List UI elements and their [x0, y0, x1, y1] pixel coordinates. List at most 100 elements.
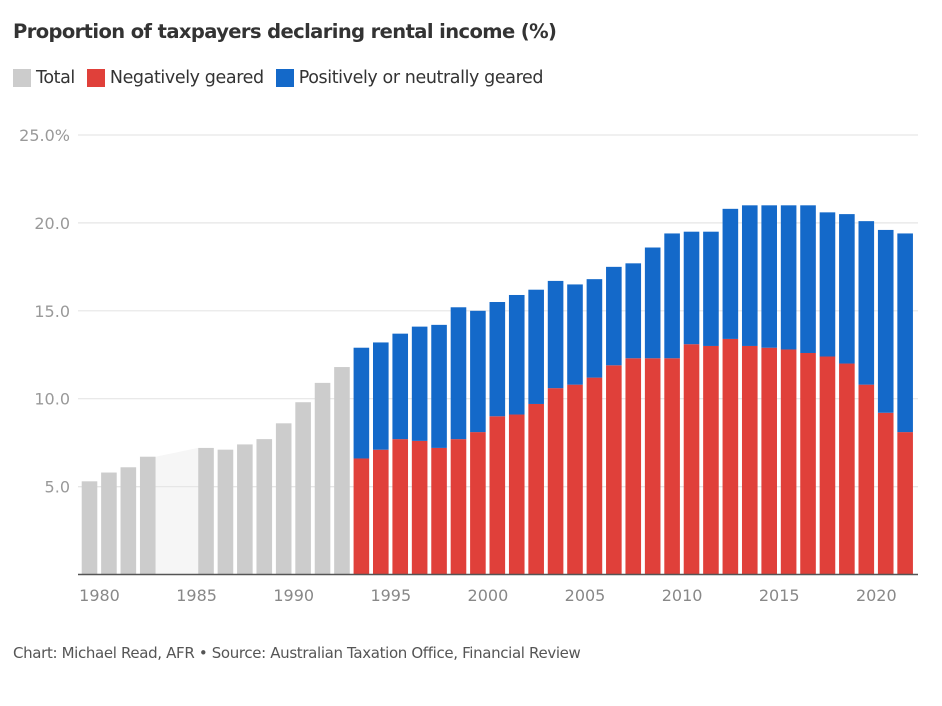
- legend-item-negatively-geared: Negatively geared: [86, 68, 264, 88]
- bar-negatively-geared-2001: [489, 416, 506, 575]
- y-tick-label: 20.0: [34, 214, 70, 233]
- bar-negatively-geared-2003: [528, 403, 544, 575]
- bar-negatively-geared-2002: [508, 414, 525, 575]
- legend-item-positively-geared: Positively or neutrally geared: [275, 68, 544, 88]
- bar-positively-geared-2013: [722, 208, 739, 339]
- bar-total-1980: [81, 481, 98, 575]
- bars: [81, 205, 913, 575]
- bar-negatively-geared-2017: [800, 352, 816, 575]
- x-tick-label: 1995: [370, 586, 411, 605]
- bar-total-1993: [334, 367, 350, 575]
- bar-positively-geared-2005: [567, 284, 583, 385]
- bar-negatively-geared-2018: [819, 356, 836, 575]
- y-tick-label: 5.0: [45, 478, 70, 497]
- y-tick-label: 15.0: [34, 302, 70, 321]
- y-tick-label: 25.0%: [19, 126, 70, 145]
- bar-positively-geared-2022: [897, 233, 913, 433]
- bar-positively-geared-2000: [470, 310, 486, 433]
- bar-negatively-geared-1997: [411, 440, 428, 575]
- bar-total-1988: [237, 444, 253, 575]
- bar-negatively-geared-2014: [741, 345, 758, 575]
- bar-positively-geared-2009: [644, 247, 661, 359]
- x-tick-label: 2020: [856, 586, 897, 605]
- missing-data-area: [155, 447, 199, 575]
- bar-negatively-geared-2021: [877, 412, 894, 575]
- legend-label-negatively-geared: Negatively geared: [109, 68, 264, 88]
- x-tick-label: 1990: [273, 586, 314, 605]
- bar-negatively-geared-1995: [373, 449, 389, 575]
- x-tick-label: 2015: [759, 586, 800, 605]
- bar-negatively-geared-1999: [450, 439, 467, 575]
- bar-total-1992: [314, 382, 331, 575]
- chart-title: Proportion of taxpayers declaring rental…: [13, 20, 557, 43]
- bar-negatively-geared-2010: [664, 358, 680, 575]
- legend-swatch-negatively-geared: [86, 69, 105, 87]
- bar-negatively-geared-2008: [625, 358, 642, 575]
- bar-positively-geared-1994: [353, 347, 370, 459]
- bar-positively-geared-1998: [431, 324, 447, 448]
- bar-negatively-geared-2020: [858, 384, 875, 575]
- bar-negatively-geared-1998: [431, 447, 447, 575]
- bar-negatively-geared-2013: [722, 338, 739, 575]
- x-tick-label: 2005: [565, 586, 606, 605]
- bar-positively-geared-2011: [683, 231, 700, 345]
- y-tick-label: 10.0: [34, 390, 70, 409]
- bar-positively-geared-2020: [858, 221, 875, 385]
- bar-negatively-geared-2015: [761, 347, 777, 575]
- bar-positively-geared-1997: [411, 326, 428, 441]
- y-axis-ticks: 25.0% 20.0 15.0 10.0 5.0: [19, 126, 70, 497]
- bar-negatively-geared-1996: [392, 439, 409, 575]
- chart-legend: Total Negatively geared Positively or ne…: [13, 68, 555, 88]
- bar-positively-geared-1995: [373, 342, 389, 450]
- bar-total-1989: [256, 439, 273, 575]
- chart-footer-credit: Chart: Michael Read, AFR • Source: Austr…: [13, 644, 581, 662]
- bar-positively-geared-2019: [839, 214, 855, 364]
- bar-negatively-geared-2016: [780, 349, 797, 575]
- bar-positively-geared-2014: [741, 205, 758, 346]
- bar-positively-geared-2002: [508, 294, 525, 415]
- x-tick-label: 2010: [662, 586, 703, 605]
- bar-negatively-geared-1994: [353, 458, 370, 575]
- bar-positively-geared-2018: [819, 212, 836, 357]
- bar-positively-geared-2003: [528, 289, 544, 404]
- bar-positively-geared-2021: [877, 229, 894, 413]
- bar-positively-geared-2016: [780, 205, 797, 350]
- bar-negatively-geared-2019: [839, 363, 855, 575]
- legend-swatch-total: [13, 69, 31, 87]
- bar-total-1987: [217, 449, 234, 575]
- bar-negatively-geared-2007: [606, 365, 622, 575]
- bar-negatively-geared-2000: [470, 432, 486, 575]
- bar-negatively-geared-2005: [567, 384, 583, 575]
- bar-positively-geared-2004: [547, 280, 564, 389]
- legend-item-total: Total: [13, 68, 75, 88]
- bar-negatively-geared-2011: [683, 344, 700, 575]
- bar-positively-geared-2010: [664, 233, 680, 359]
- bar-negatively-geared-2006: [586, 377, 603, 575]
- bar-positively-geared-1996: [392, 333, 409, 440]
- bar-positively-geared-2007: [606, 266, 622, 366]
- bar-positively-geared-2006: [586, 279, 603, 378]
- legend-swatch-positively-geared: [275, 69, 294, 87]
- x-tick-label: 2000: [468, 586, 509, 605]
- bar-total-1982: [120, 467, 137, 575]
- bar-negatively-geared-2022: [897, 432, 913, 575]
- bar-positively-geared-2015: [761, 205, 777, 348]
- bar-total-1983: [139, 456, 156, 575]
- bar-total-1981: [101, 472, 117, 575]
- bar-positively-geared-1999: [450, 307, 467, 440]
- bar-positively-geared-2012: [703, 231, 719, 346]
- x-axis-ticks: 1980 1985 1990 1995 2000 2005 2010 2015 2020: [79, 586, 897, 605]
- bar-total-1990: [275, 423, 292, 575]
- bar-negatively-geared-2009: [644, 358, 661, 575]
- x-tick-label: 1980: [79, 586, 120, 605]
- bar-total-1991: [295, 402, 311, 575]
- bar-positively-geared-2008: [625, 263, 642, 359]
- legend-label-total: Total: [36, 68, 75, 88]
- bar-negatively-geared-2012: [703, 345, 719, 575]
- legend-label-positively-geared: Positively or neutrally geared: [298, 68, 544, 88]
- x-tick-label: 1985: [176, 586, 217, 605]
- bar-positively-geared-2017: [800, 205, 816, 353]
- bar-total-1986: [198, 447, 214, 575]
- bar-positively-geared-2001: [489, 302, 506, 417]
